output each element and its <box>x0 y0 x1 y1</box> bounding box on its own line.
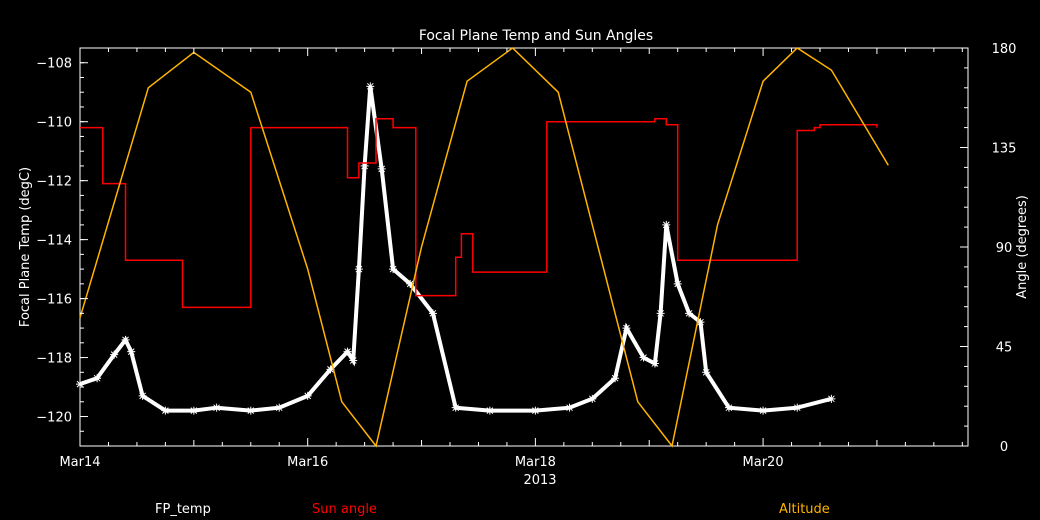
series-point-0-34 <box>685 309 694 318</box>
series-point-0-25 <box>565 403 574 412</box>
series-point-0-18 <box>377 164 386 173</box>
series-point-0-23 <box>485 406 494 415</box>
y-right-tick-label-0: 0 <box>1000 440 1008 455</box>
x-tick-label-3: Mar20 <box>743 455 784 470</box>
series-point-0-14 <box>349 356 358 365</box>
series-point-0-0 <box>76 380 84 389</box>
y-right-tick-label-3: 135 <box>992 142 1017 157</box>
series-point-0-38 <box>759 406 768 415</box>
series-point-0-39 <box>793 403 802 412</box>
series-point-0-26 <box>588 394 597 403</box>
series-point-0-27 <box>611 374 620 383</box>
series-point-0-12 <box>326 365 335 374</box>
series-line-0 <box>79 86 832 413</box>
series-point-0-2 <box>110 350 119 359</box>
series-point-0-10 <box>275 403 284 412</box>
x-axis-label: 2013 <box>523 473 556 488</box>
series-point-0-35 <box>696 318 705 327</box>
series-point-0-36 <box>702 368 711 377</box>
x-tick-label-0: Mar14 <box>59 455 100 470</box>
y-axis-left-label: Focal Plane Temp (degC) <box>18 167 33 327</box>
series-point-0-30 <box>650 359 659 368</box>
series-point-0-33 <box>673 279 682 288</box>
series-point-0-19 <box>389 265 398 274</box>
series-layer <box>76 47 889 448</box>
y-right-tick-label-4: 180 <box>992 42 1017 57</box>
plot-frame <box>79 47 969 447</box>
series-point-0-1 <box>93 374 102 383</box>
series-point-0-4 <box>127 347 136 356</box>
series-point-0-15 <box>354 265 363 274</box>
series-point-0-29 <box>639 353 648 362</box>
y-right-tick-label-1: 45 <box>996 341 1013 356</box>
series-point-0-8 <box>212 403 221 412</box>
legend-sun-angle: Sun angle <box>312 502 377 517</box>
y-left-tick-label-3: −114 <box>36 234 72 249</box>
y-left-tick-label-0: −120 <box>36 411 72 426</box>
y-left-tick-label-5: −110 <box>36 116 72 131</box>
series-point-0-28 <box>622 324 631 333</box>
y-left-tick-label-2: −116 <box>36 293 72 308</box>
y-left-tick-label-1: −118 <box>36 352 72 367</box>
series-point-0-22 <box>451 403 460 412</box>
x-tick-label-2: Mar18 <box>515 455 556 470</box>
series-point-0-5 <box>138 391 147 400</box>
y-axis-right-label: Angle (degrees) <box>1015 195 1030 299</box>
series-point-0-16 <box>360 161 369 170</box>
y-right-tick-label-2: 90 <box>996 241 1013 256</box>
series-point-0-13 <box>343 347 352 356</box>
series-point-0-40 <box>827 394 836 403</box>
series-line-2 <box>79 47 889 448</box>
series-point-0-32 <box>662 220 671 229</box>
x-tick-label-1: Mar16 <box>287 455 328 470</box>
series-line-1 <box>80 118 878 309</box>
series-point-0-11 <box>303 391 312 400</box>
series-point-0-21 <box>428 309 437 318</box>
chart-title: Focal Plane Temp and Sun Angles <box>419 28 653 44</box>
legend-fp-temp: FP_temp <box>155 502 211 517</box>
series-point-0-20 <box>406 279 415 288</box>
series-point-0-7 <box>189 406 198 415</box>
axes-layer: Mar14 Mar16 Mar18 Mar20 −120 −118 −116 −114 −112… <box>36 42 1016 470</box>
series-point-0-37 <box>724 403 733 412</box>
series-point-0-17 <box>366 82 375 91</box>
legend-altitude: Altitude <box>779 502 830 517</box>
y-left-tick-label-6: −108 <box>36 57 72 72</box>
series-point-0-24 <box>531 406 540 415</box>
series-point-0-31 <box>656 309 665 318</box>
y-left-tick-label-4: −112 <box>36 175 72 190</box>
series-point-0-9 <box>246 406 255 415</box>
series-point-0-6 <box>161 406 170 415</box>
series-point-0-3 <box>121 335 130 344</box>
